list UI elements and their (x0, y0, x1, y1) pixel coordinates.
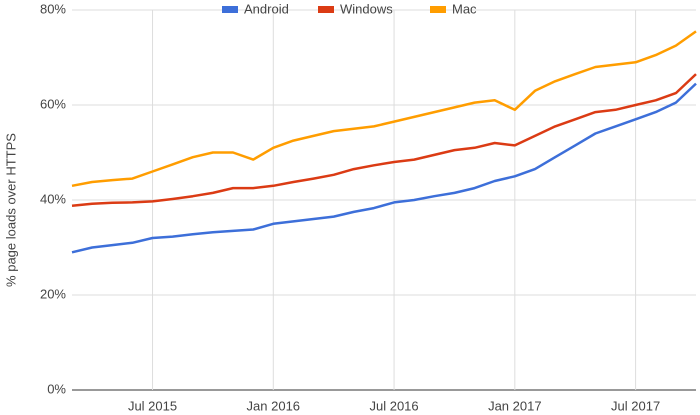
y-tick-label: 40% (40, 191, 66, 206)
x-tick-label: Jan 2017 (488, 398, 542, 413)
legend-swatch (318, 6, 334, 13)
x-tick-label: Jul 2016 (369, 398, 418, 413)
legend-label: Mac (452, 1, 477, 16)
y-tick-label: 80% (40, 1, 66, 16)
line-series (71, 73, 697, 207)
y-tick-label: 60% (40, 96, 66, 111)
x-tick-label: Jul 2017 (611, 398, 660, 413)
y-axis-label: % page loads over HTTPS (3, 133, 18, 287)
legend-label: Android (244, 1, 289, 16)
line-series (71, 82, 697, 254)
legend-label: Windows (340, 1, 393, 16)
x-tick-label: Jan 2016 (247, 398, 301, 413)
line-series (71, 30, 697, 188)
legend-swatch (222, 6, 238, 13)
y-tick-label: 0% (47, 381, 66, 396)
x-tick-label: Jul 2015 (128, 398, 177, 413)
legend-swatch (430, 6, 446, 13)
y-tick-label: 20% (40, 286, 66, 301)
